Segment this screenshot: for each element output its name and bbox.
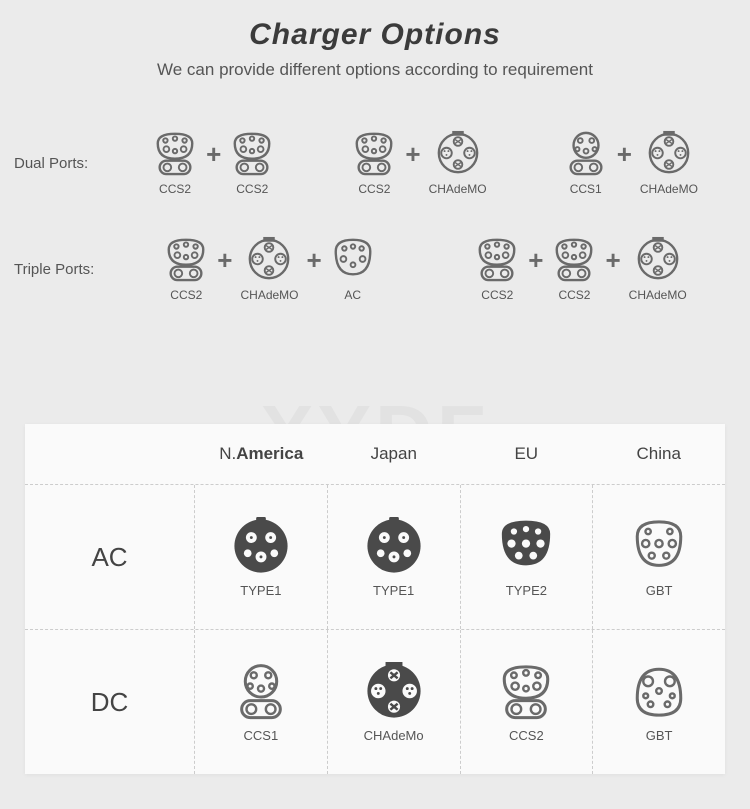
triple-ports-label: Triple Ports: bbox=[14, 261, 114, 278]
plus-separator: + bbox=[605, 245, 620, 294]
namerica-prefix: N. bbox=[219, 444, 236, 463]
ports-section: Dual Ports: CCS2 + CCS2 CCS2 + CHAdeMO CCS1 + CH… bbox=[0, 130, 750, 302]
plus-separator: + bbox=[528, 245, 543, 294]
type1_solid-icon bbox=[232, 517, 290, 575]
cell-dc-china: GBT bbox=[593, 630, 725, 774]
connector-item: CCS2 bbox=[474, 236, 520, 302]
connector-label: CHAdeMO bbox=[640, 182, 698, 196]
col-head-namerica: N.America bbox=[195, 444, 328, 464]
namerica-bold: America bbox=[236, 444, 303, 463]
cell-dc-namerica: CCS1 bbox=[195, 630, 328, 774]
cell-label: TYPE1 bbox=[240, 583, 281, 598]
chademo-icon bbox=[646, 130, 692, 176]
triple-ports-row: Triple Ports: CCS2+CHAdeMO+ACCCS2+CCS2+C… bbox=[14, 236, 736, 302]
ac-row: AC TYPE1 TYPE1 TYPE2 GBT bbox=[25, 484, 725, 629]
connector-item: CCS2 bbox=[551, 236, 597, 302]
connector-item: CCS2 bbox=[351, 130, 397, 196]
connector-label: CCS2 bbox=[481, 288, 513, 302]
page-subtitle: We can provide different options accordi… bbox=[0, 60, 750, 80]
connector-combo: CCS2 + CCS2 bbox=[152, 130, 275, 196]
ccs2-icon bbox=[497, 662, 555, 720]
gbt_ac-icon bbox=[630, 517, 688, 575]
cell-label: CCS1 bbox=[244, 728, 279, 743]
connector-label: AC bbox=[344, 288, 361, 302]
table-header: N.America Japan EU China bbox=[25, 424, 725, 484]
chademo-icon bbox=[435, 130, 481, 176]
connector-label: CHAdeMO bbox=[240, 288, 298, 302]
ccs2-icon bbox=[351, 130, 397, 176]
connector-label: CCS2 bbox=[358, 182, 390, 196]
connector-item: CHAdeMO bbox=[629, 236, 687, 302]
connector-combo: CCS2 + CHAdeMO + AC bbox=[163, 236, 375, 302]
cell-ac-china: GBT bbox=[593, 485, 725, 629]
connector-label: CCS2 bbox=[558, 288, 590, 302]
cell-label: CHAdeMo bbox=[364, 728, 424, 743]
type2_solid-icon bbox=[497, 517, 555, 575]
ccs2-icon bbox=[229, 130, 275, 176]
cell-label: TYPE1 bbox=[373, 583, 414, 598]
page-title: Charger Options bbox=[0, 18, 750, 52]
gbt_dc-icon bbox=[630, 662, 688, 720]
cell-ac-namerica: TYPE1 bbox=[195, 485, 328, 629]
dual-ports-row: Dual Ports: CCS2 + CCS2 CCS2 + CHAdeMO CCS1 + CH… bbox=[14, 130, 736, 196]
triple-ports-combos: CCS2 + CHAdeMO + AC CCS2 + CCS2 + CHAdeMO bbox=[114, 236, 736, 302]
plus-separator: + bbox=[206, 139, 221, 188]
connector-label: CCS1 bbox=[570, 182, 602, 196]
chademo-icon bbox=[246, 236, 292, 282]
chademo_solid-icon bbox=[365, 662, 423, 720]
ac-icon bbox=[330, 236, 376, 282]
connector-item: CCS2 bbox=[163, 236, 209, 302]
ccs2-icon bbox=[152, 130, 198, 176]
dual-ports-label: Dual Ports: bbox=[14, 155, 114, 172]
connector-item: AC bbox=[330, 236, 376, 302]
col-head-eu: EU bbox=[460, 444, 593, 464]
chademo-icon bbox=[635, 236, 681, 282]
standards-table: N.America Japan EU China AC TYPE1 TYPE1 … bbox=[25, 424, 725, 774]
ccs2-icon bbox=[551, 236, 597, 282]
cell-label: TYPE2 bbox=[506, 583, 547, 598]
connector-label: CCS2 bbox=[170, 288, 202, 302]
connector-combo: CCS2 + CHAdeMO bbox=[351, 130, 486, 196]
connector-label: CHAdeMO bbox=[629, 288, 687, 302]
connector-label: CCS2 bbox=[236, 182, 268, 196]
plus-separator: + bbox=[405, 139, 420, 188]
ccs1-icon bbox=[563, 130, 609, 176]
cell-ac-eu: TYPE2 bbox=[461, 485, 594, 629]
dc-row: DC CCS1 CHAdeMo CCS2 GBT bbox=[25, 629, 725, 774]
plus-separator: + bbox=[217, 245, 232, 294]
connector-combo: CCS1 + CHAdeMO bbox=[563, 130, 698, 196]
cell-label: CCS2 bbox=[509, 728, 544, 743]
connector-item: CCS1 bbox=[563, 130, 609, 196]
dc-row-label: DC bbox=[25, 630, 195, 774]
connector-item: CCS2 bbox=[152, 130, 198, 196]
plus-separator: + bbox=[307, 245, 322, 294]
connector-label: CCS2 bbox=[159, 182, 191, 196]
connector-label: CHAdeMO bbox=[429, 182, 487, 196]
ccs1-icon bbox=[232, 662, 290, 720]
connector-item: CHAdeMO bbox=[429, 130, 487, 196]
connector-combo: CCS2 + CCS2 + CHAdeMO bbox=[474, 236, 686, 302]
cell-dc-eu: CCS2 bbox=[461, 630, 594, 774]
ac-row-label: AC bbox=[25, 485, 195, 629]
cell-dc-japan: CHAdeMo bbox=[328, 630, 461, 774]
connector-item: CCS2 bbox=[229, 130, 275, 196]
cell-ac-japan: TYPE1 bbox=[328, 485, 461, 629]
dual-ports-combos: CCS2 + CCS2 CCS2 + CHAdeMO CCS1 + CHAdeMO bbox=[114, 130, 736, 196]
ccs2-icon bbox=[474, 236, 520, 282]
type1_solid-icon bbox=[365, 517, 423, 575]
connector-item: CHAdeMO bbox=[640, 130, 698, 196]
cell-label: GBT bbox=[646, 728, 673, 743]
ccs2-icon bbox=[163, 236, 209, 282]
plus-separator: + bbox=[617, 139, 632, 188]
col-head-china: China bbox=[593, 444, 726, 464]
col-head-japan: Japan bbox=[328, 444, 461, 464]
connector-item: CHAdeMO bbox=[240, 236, 298, 302]
cell-label: GBT bbox=[646, 583, 673, 598]
